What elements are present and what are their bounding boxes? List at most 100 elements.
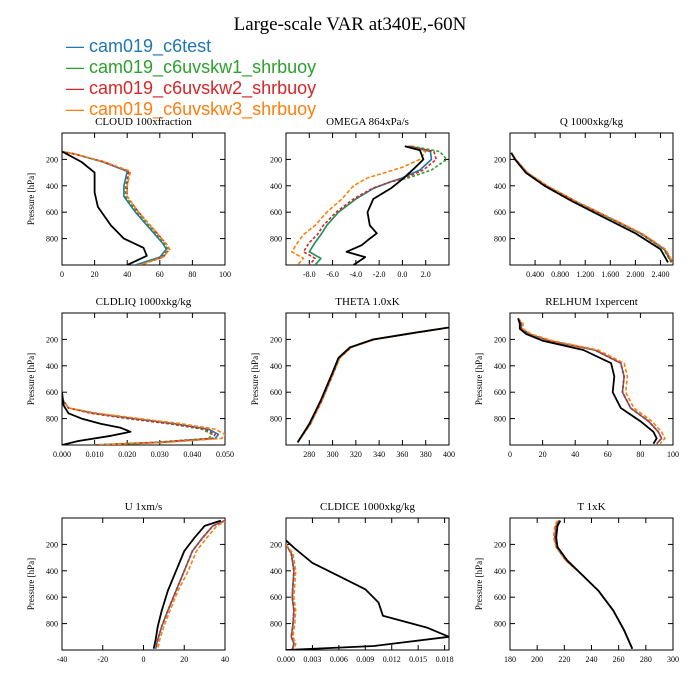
series-line — [286, 544, 295, 650]
series-line-reference — [62, 392, 132, 445]
y-tick-label: 800 — [494, 415, 506, 424]
series-line — [154, 519, 225, 649]
series-line — [62, 150, 171, 265]
panel: RELHUM 1xpercent 200 400 600 800 0 20 40 60 80 100… — [474, 296, 679, 459]
x-tick-label: -8.0 — [303, 270, 316, 279]
series-line-reference — [152, 519, 222, 649]
y-tick-label: 800 — [46, 620, 58, 629]
y-axis-label: Pressure [hPa] — [474, 353, 484, 405]
figure-title: Large-scale VAR at340E,-60N — [233, 14, 467, 35]
series-line — [302, 145, 438, 265]
x-tick-label: -40 — [57, 655, 68, 664]
y-tick-label: 200 — [494, 540, 506, 549]
y-tick-label: 800 — [270, 235, 282, 244]
x-tick-label: 0 — [508, 450, 512, 459]
y-tick-label: 800 — [270, 415, 282, 424]
panel: Q 1000xkg/kg 200 400 600 800 0.400 0.800 1.200 1… — [494, 116, 674, 279]
x-tick-label: 360 — [396, 450, 408, 459]
series-line-reference — [345, 145, 425, 265]
x-tick-label: 100 — [667, 450, 679, 459]
plot-frame — [61, 132, 226, 266]
series-line — [296, 326, 449, 443]
x-tick-label: 0 — [142, 655, 146, 664]
y-tick-label: 200 — [270, 155, 282, 164]
x-tick-label: 0 — [60, 270, 64, 279]
y-tick-label: 800 — [270, 620, 282, 629]
y-tick-label: 800 — [46, 235, 58, 244]
x-tick-label: 220 — [558, 655, 570, 664]
x-tick-label: 1.600 — [601, 270, 619, 279]
series-line — [553, 520, 634, 650]
x-tick-label: 80 — [188, 270, 196, 279]
x-tick-label: -4.0 — [350, 270, 363, 279]
legend-label: cam019_c6test — [89, 36, 212, 56]
y-axis-label: Pressure [hPa] — [250, 353, 260, 405]
series-line — [62, 398, 216, 445]
series-line — [154, 519, 225, 649]
plot-frame — [509, 132, 674, 266]
x-tick-label: 280 — [640, 655, 652, 664]
x-tick-label: 20 — [539, 450, 547, 459]
x-tick-label: 40 — [221, 655, 229, 664]
y-tick-label: 200 — [270, 540, 282, 549]
y-axis-label: Pressure [hPa] — [26, 173, 36, 225]
plot-frame — [285, 312, 450, 446]
y-tick-label: 600 — [494, 208, 506, 217]
series-line-reference — [555, 520, 634, 650]
panel: T 1xK 200 400 600 800 180 200 220 240 260 280 300 Pr… — [474, 501, 679, 664]
series-line — [510, 152, 673, 263]
x-tick-label: 60 — [156, 270, 164, 279]
y-tick-label: 600 — [494, 593, 506, 602]
x-tick-label: 0.000 — [277, 655, 295, 664]
x-tick-label: 0.400 — [526, 270, 544, 279]
series-line — [308, 145, 448, 265]
y-tick-label: 600 — [46, 388, 58, 397]
y-tick-label: 600 — [270, 388, 282, 397]
x-tick-label: 340 — [373, 450, 385, 459]
x-tick-label: 0.018 — [436, 655, 454, 664]
x-tick-label: 0.020 — [118, 450, 136, 459]
series-line — [296, 326, 449, 443]
x-tick-label: 320 — [350, 450, 362, 459]
y-tick-label: 200 — [46, 335, 58, 344]
x-tick-label: 40 — [123, 270, 131, 279]
y-tick-label: 800 — [46, 415, 58, 424]
y-axis-label: Pressure [hPa] — [26, 558, 36, 610]
legend-entry: — cam019_c6test — [66, 36, 212, 56]
x-tick-label: 240 — [586, 655, 598, 664]
x-tick-label: 0.000 — [53, 450, 71, 459]
x-tick-label: -6.0 — [326, 270, 339, 279]
plot-frame — [509, 312, 674, 446]
series-line — [510, 152, 672, 263]
panel: CLOUD 100xfraction 200 400 600 800 0 20 40 60 80 1… — [26, 116, 231, 279]
panel-title: T 1xK — [577, 501, 605, 513]
panel: U 1xm/s 200 400 600 800 -40 -20 0 20 40 Pressure [… — [26, 501, 229, 664]
plot-frame — [61, 517, 226, 651]
y-tick-label: 200 — [46, 155, 58, 164]
x-tick-label: 20 — [91, 270, 99, 279]
x-tick-label: 300 — [667, 655, 679, 664]
plot-frame — [61, 312, 226, 446]
y-axis-label: Pressure [hPa] — [474, 558, 484, 610]
y-tick-label: 200 — [46, 540, 58, 549]
series-line — [517, 317, 663, 445]
series-line — [62, 398, 225, 445]
series-line — [62, 398, 213, 445]
y-tick-label: 400 — [494, 567, 506, 576]
panel: THETA 1.0xK 200 400 600 800 280 300 320 340 360 38… — [250, 296, 455, 459]
x-tick-label: 300 — [327, 450, 339, 459]
x-tick-label: -20 — [97, 655, 108, 664]
y-tick-label: 400 — [494, 362, 506, 371]
x-tick-label: 0.003 — [303, 655, 321, 664]
series-line — [553, 520, 634, 650]
y-tick-label: 600 — [270, 208, 282, 217]
x-tick-label: 0.040 — [183, 450, 201, 459]
series-line — [62, 398, 220, 445]
x-tick-label: 0.010 — [86, 450, 104, 459]
y-tick-label: 400 — [46, 567, 58, 576]
y-tick-label: 800 — [494, 620, 506, 629]
x-tick-label: 0.009 — [356, 655, 374, 664]
y-tick-label: 400 — [46, 362, 58, 371]
panel: OMEGA 864xPa/s 200 400 600 800 -8.0 -6.0 -4.0 -2… — [270, 116, 450, 279]
